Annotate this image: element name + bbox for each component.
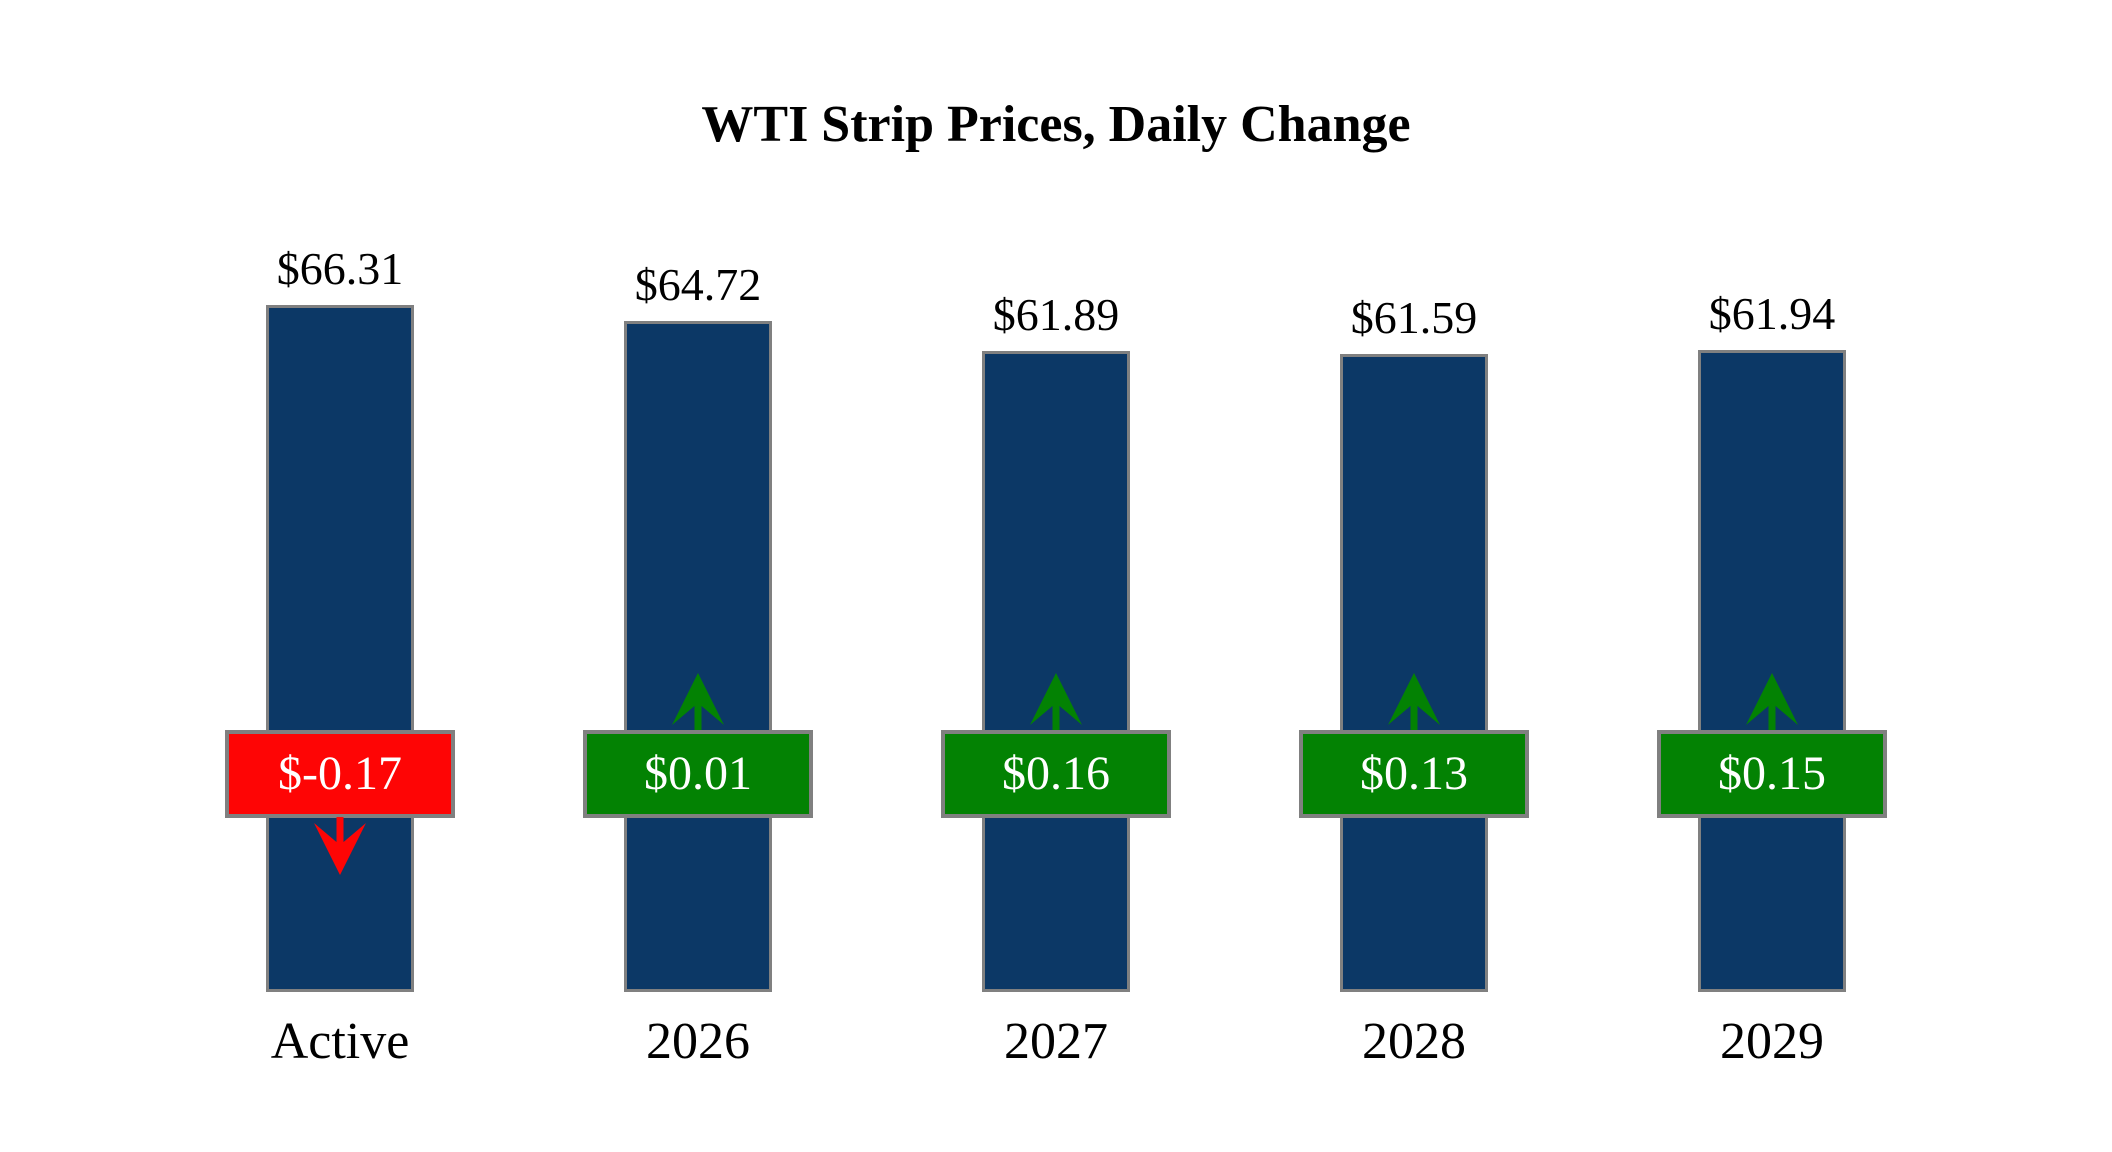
chart-plot-area: $66.31 $-0.17 Active $64.72 $0: [161, 0, 1951, 1152]
price-bar: [266, 305, 414, 992]
down-arrow-icon: [314, 817, 366, 875]
price-bar: [1698, 350, 1846, 992]
price-label: $61.94: [1708, 288, 1836, 339]
chart-title: WTI Strip Prices, Daily Change: [701, 96, 1411, 153]
bar-group-2028: $61.59 $0.13 2028: [1235, 0, 1593, 1152]
category-label: 2026: [646, 1013, 750, 1070]
change-badge: $0.16: [941, 730, 1171, 818]
price-label: $64.72: [634, 259, 762, 310]
category-label: 2029: [1720, 1013, 1824, 1070]
bar-group-2026: $64.72 $0.01 2026: [519, 0, 877, 1152]
price-label: $61.89: [992, 289, 1120, 340]
change-badge: $0.13: [1299, 730, 1529, 818]
price-label: $66.31: [276, 243, 404, 294]
up-arrow-icon: [1746, 673, 1798, 731]
bar-group-active: $66.31 $-0.17 Active: [161, 0, 519, 1152]
change-badge: $0.01: [583, 730, 813, 818]
change-value: $0.01: [644, 747, 752, 800]
bar-group-2029: $61.94 $0.15 2029: [1593, 0, 1951, 1152]
change-badge: $0.15: [1657, 730, 1887, 818]
up-arrow-icon: [1030, 673, 1082, 731]
change-badge: $-0.17: [225, 730, 455, 818]
change-value: $0.13: [1360, 747, 1468, 800]
price-bar: [982, 351, 1130, 992]
bar-group-2027: $61.89 $0.16 2027: [877, 0, 1235, 1152]
category-label: 2028: [1362, 1013, 1466, 1070]
up-arrow-icon: [1388, 673, 1440, 731]
change-value: $0.15: [1718, 747, 1826, 800]
category-label: Active: [270, 1013, 410, 1070]
category-label: 2027: [1004, 1013, 1108, 1070]
change-value: $0.16: [1002, 747, 1110, 800]
price-bar: [624, 321, 772, 992]
change-value: $-0.17: [278, 747, 402, 800]
price-label: $61.59: [1350, 292, 1478, 343]
up-arrow-icon: [672, 673, 724, 731]
